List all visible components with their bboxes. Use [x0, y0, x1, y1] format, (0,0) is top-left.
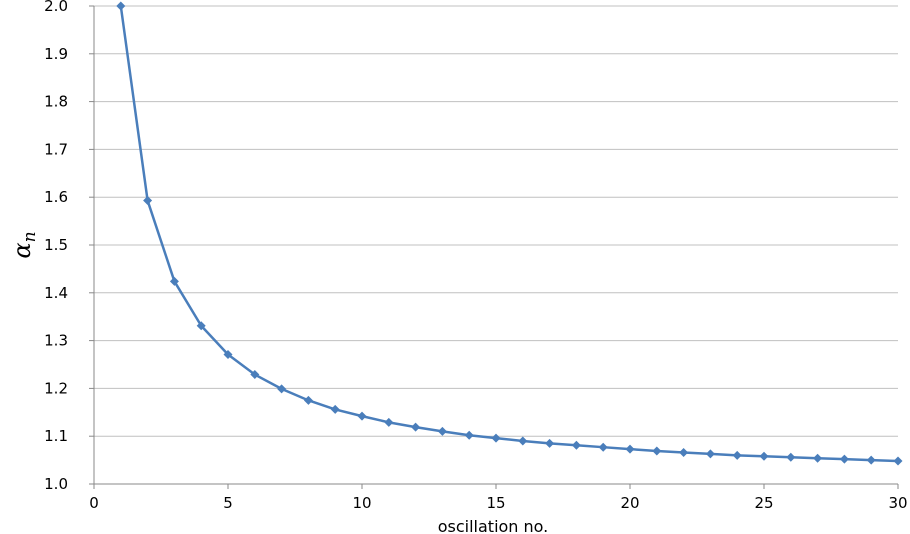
- y-tick-label: 1.9: [44, 45, 68, 63]
- x-tick-label: 20: [620, 494, 639, 512]
- data-point-marker: [143, 196, 153, 206]
- data-point-marker: [518, 436, 528, 446]
- data-point-marker: [169, 276, 179, 286]
- data-point-marker: [464, 430, 474, 440]
- series-line-path: [119, 5, 899, 463]
- data-point-marker: [625, 444, 635, 454]
- x-tick-label: 10: [352, 494, 371, 512]
- data-point-marker: [839, 454, 849, 464]
- data-point-marker: [223, 349, 233, 359]
- y-tick-label: 1.2: [44, 379, 68, 397]
- y-tick-label: 1.1: [44, 427, 68, 445]
- grid-lines: [94, 5, 898, 437]
- data-point-marker: [732, 450, 742, 460]
- data-point-marker: [893, 456, 903, 466]
- data-point-marker: [813, 453, 823, 463]
- data-point-marker: [384, 417, 394, 427]
- data-point-marker: [116, 1, 126, 11]
- y-axis-subscript: n: [20, 231, 40, 242]
- data-point-marker: [411, 422, 421, 432]
- x-tick-label: 25: [754, 494, 773, 512]
- y-tick-labels: 1.0 1.1 1.2 1.3 1.4 1.5 1.6 1.7 1.8 1.9 2.0: [44, 0, 68, 493]
- x-tick-label: 5: [223, 494, 233, 512]
- data-point-marker: [545, 438, 555, 448]
- data-point-marker: [303, 395, 313, 405]
- data-point-marker: [196, 321, 206, 331]
- y-tick-label: 1.3: [44, 332, 68, 350]
- x-tick-label: 30: [888, 494, 907, 512]
- y-axis-title: αn: [8, 231, 40, 258]
- y-tick-label: 2.0: [44, 0, 68, 15]
- data-point-marker: [571, 440, 581, 450]
- series-markers: [116, 1, 903, 466]
- data-point-marker: [679, 447, 689, 457]
- y-tick-label: 1.4: [44, 284, 68, 302]
- y-tick-label: 1.0: [44, 475, 68, 493]
- data-point-marker: [277, 384, 287, 394]
- y-tick-label: 1.6: [44, 188, 68, 206]
- data-point-marker: [491, 433, 501, 443]
- x-axis-title: oscillation no.: [438, 517, 549, 534]
- data-point-marker: [250, 370, 260, 380]
- data-point-marker: [705, 449, 715, 459]
- data-point-marker: [357, 411, 367, 421]
- data-point-marker: [786, 452, 796, 462]
- data-point-marker: [330, 404, 340, 414]
- y-tick-label: 1.8: [44, 93, 68, 111]
- x-tick-label: 15: [486, 494, 505, 512]
- data-point-marker: [437, 426, 447, 436]
- data-point-marker: [652, 446, 662, 456]
- data-point-marker: [598, 442, 608, 452]
- y-tick-label: 1.7: [44, 140, 68, 158]
- y-tick-label: 1.5: [44, 236, 68, 254]
- x-tick-labels: 0 5 10 15 20 25 30: [89, 494, 907, 512]
- axes: [89, 5, 899, 489]
- series-line: [119, 5, 899, 463]
- data-point-marker: [759, 451, 769, 461]
- y-axis-symbol: α: [8, 242, 36, 258]
- data-point-marker: [866, 455, 876, 465]
- x-tick-label: 0: [89, 494, 99, 512]
